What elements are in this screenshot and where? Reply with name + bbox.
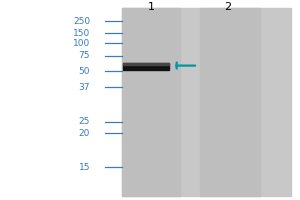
Text: 50: 50 — [79, 66, 90, 75]
Text: 75: 75 — [79, 51, 90, 60]
Bar — [200, 8, 260, 196]
Text: 37: 37 — [79, 83, 90, 92]
Text: 20: 20 — [79, 129, 90, 138]
Text: 150: 150 — [73, 28, 90, 38]
Text: 1: 1 — [148, 2, 155, 12]
Text: 100: 100 — [73, 38, 90, 47]
Bar — [122, 8, 291, 196]
Bar — [123, 63, 169, 70]
Text: 250: 250 — [73, 17, 90, 25]
Bar — [123, 63, 169, 65]
Text: 15: 15 — [79, 162, 90, 171]
Text: 2: 2 — [224, 2, 232, 12]
Bar — [122, 8, 180, 196]
Text: 25: 25 — [79, 117, 90, 127]
